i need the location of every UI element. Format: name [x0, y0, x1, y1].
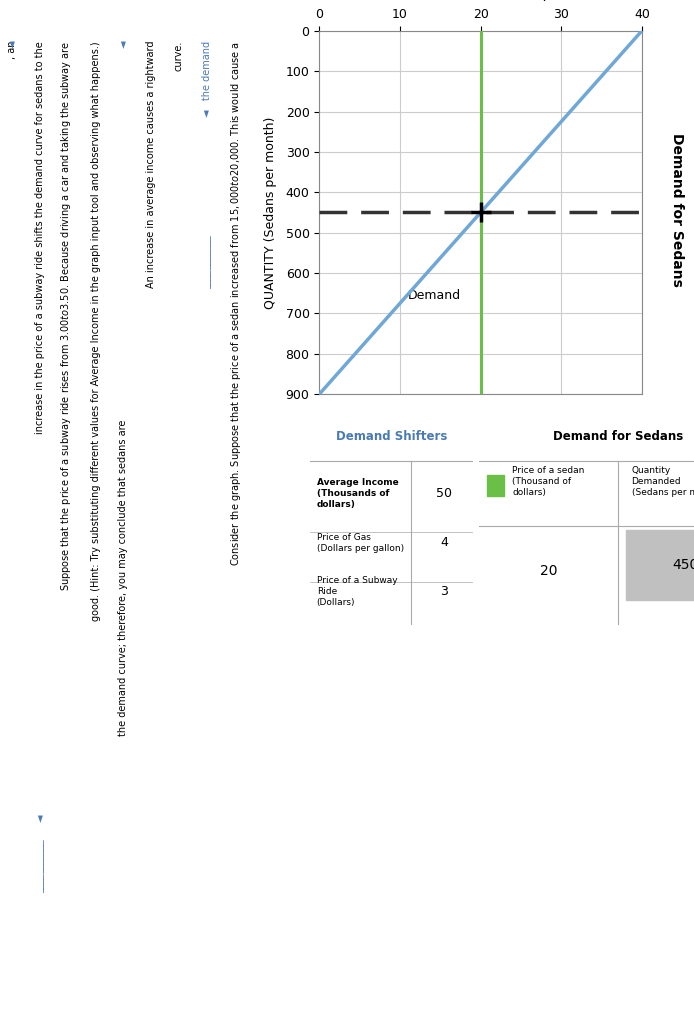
Text: ___________: ___________	[202, 236, 212, 289]
Text: , an: , an	[8, 41, 17, 59]
X-axis label: PRICE (Thousands of dollars per sedan): PRICE (Thousands of dollars per sedan)	[344, 0, 617, 1]
Text: curve.: curve.	[174, 41, 184, 72]
Bar	[487, 475, 504, 496]
Text: increase in the price of a subway ride shifts the demand curve for sedans to the: increase in the price of a subway ride s…	[35, 41, 45, 434]
Bar	[626, 530, 694, 600]
Text: Suppose that the price of a subway ride rises from $3.00 to $3.50. Because drivi: Suppose that the price of a subway ride …	[59, 41, 73, 591]
Text: Price of Gas
(Dollars per gallon): Price of Gas (Dollars per gallon)	[316, 532, 404, 553]
Text: ___________: ___________	[35, 840, 45, 893]
Text: 3: 3	[440, 586, 448, 598]
Text: ◄: ◄	[35, 814, 45, 821]
Text: Demand for Sedans: Demand for Sedans	[670, 133, 684, 287]
Text: 4: 4	[440, 537, 448, 549]
Text: ◄: ◄	[119, 41, 128, 48]
Text: 450: 450	[672, 558, 694, 572]
Text: Price of a Subway
Ride
(Dollars): Price of a Subway Ride (Dollars)	[316, 577, 398, 607]
Text: the demand curve; therefore, you may conclude that sedans are: the demand curve; therefore, you may con…	[119, 420, 128, 736]
Text: Quantity
Demanded
(Sedans per month): Quantity Demanded (Sedans per month)	[632, 466, 694, 497]
Text: Average Income
(Thousands of
dollars): Average Income (Thousands of dollars)	[316, 478, 398, 509]
Text: 50: 50	[436, 487, 452, 500]
Text: An increase in average income causes a rightward: An increase in average income causes a r…	[146, 41, 156, 289]
Text: Consider the graph. Suppose that the price of a sedan increased from $15,000 to : Consider the graph. Suppose that the pri…	[229, 41, 243, 566]
Text: ◄   the demand: ◄ the demand	[202, 41, 212, 117]
Text: Demand Shifters: Demand Shifters	[336, 430, 448, 443]
Text: Price of a sedan
(Thousand of
dollars): Price of a sedan (Thousand of dollars)	[512, 466, 584, 497]
Text: Demand for Sedans: Demand for Sedans	[552, 430, 683, 443]
Text: 20: 20	[539, 564, 557, 579]
Text: Demand: Demand	[408, 289, 461, 302]
Text: ◄: ◄	[8, 41, 17, 48]
Text: good. (Hint: Try substituting different values for Average Income in the graph i: good. (Hint: Try substituting different …	[91, 41, 101, 621]
Y-axis label: QUANTITY (Sedans per month): QUANTITY (Sedans per month)	[264, 117, 277, 308]
